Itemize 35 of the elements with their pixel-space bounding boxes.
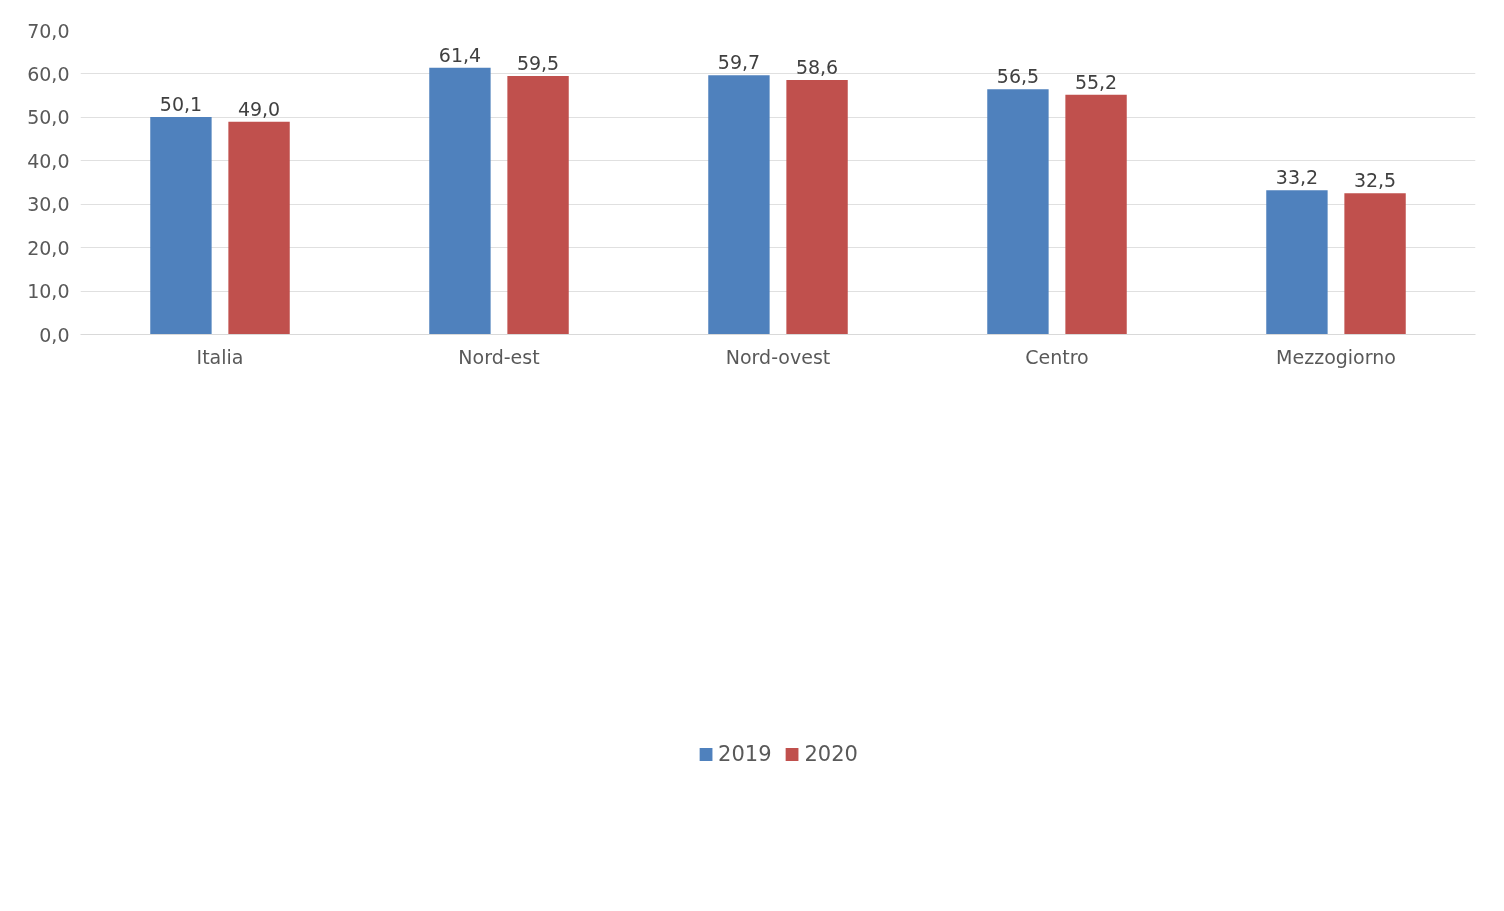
data-label: 59,5: [516, 52, 560, 75]
y-tick-label: 60,0: [27, 62, 70, 85]
y-tick-label: 0,0: [39, 323, 70, 346]
y-tick-label: 70,0: [27, 19, 70, 42]
legend-label: 2020: [804, 742, 858, 766]
x-tick-label: Italia: [196, 345, 244, 368]
x-tick-label: Centro: [1025, 345, 1089, 368]
bar: [228, 121, 290, 335]
y-tick-label: 40,0: [27, 149, 70, 172]
bar: [1344, 193, 1406, 335]
bar: [429, 67, 491, 335]
y-tick-label: 50,0: [27, 106, 70, 129]
legend-label: 2019: [718, 742, 772, 766]
data-label: 33,2: [1275, 166, 1319, 189]
y-tick-label: 10,0: [27, 280, 70, 303]
data-label: 55,2: [1074, 70, 1118, 93]
bar: [150, 116, 212, 335]
bar: [987, 89, 1049, 335]
data-label: 61,4: [438, 43, 482, 66]
bar: [786, 80, 848, 335]
data-label: 59,7: [717, 51, 761, 74]
y-tick-label: 20,0: [27, 236, 70, 259]
data-label: 56,5: [996, 65, 1040, 88]
bar: [1065, 94, 1127, 335]
x-tick-label: Nord-est: [458, 345, 540, 368]
bar: [507, 76, 569, 335]
x-tick-label: Mezzogiorno: [1276, 345, 1396, 368]
data-label: 32,5: [1353, 169, 1397, 192]
data-label: 50,1: [159, 92, 203, 115]
x-tick-label: Nord-ovest: [725, 345, 831, 368]
y-tick-label: 30,0: [27, 193, 70, 216]
bar: [708, 75, 770, 335]
data-label: 58,6: [795, 56, 839, 79]
bar: [1266, 190, 1328, 335]
data-label: 49,0: [237, 97, 281, 120]
